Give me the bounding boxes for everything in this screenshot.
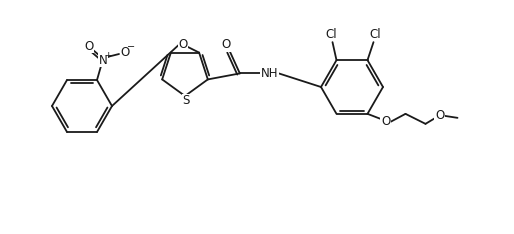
Text: Cl: Cl xyxy=(326,28,337,41)
Text: NH: NH xyxy=(261,67,279,80)
Text: O: O xyxy=(381,115,390,128)
Text: Cl: Cl xyxy=(370,28,381,41)
Text: O: O xyxy=(435,109,444,122)
Text: +: + xyxy=(104,51,112,59)
Text: O: O xyxy=(178,38,188,51)
Text: S: S xyxy=(182,95,190,107)
Text: N: N xyxy=(99,54,107,66)
Text: −: − xyxy=(127,42,135,52)
Text: O: O xyxy=(120,46,130,58)
Text: O: O xyxy=(221,38,230,51)
Text: O: O xyxy=(84,40,94,52)
